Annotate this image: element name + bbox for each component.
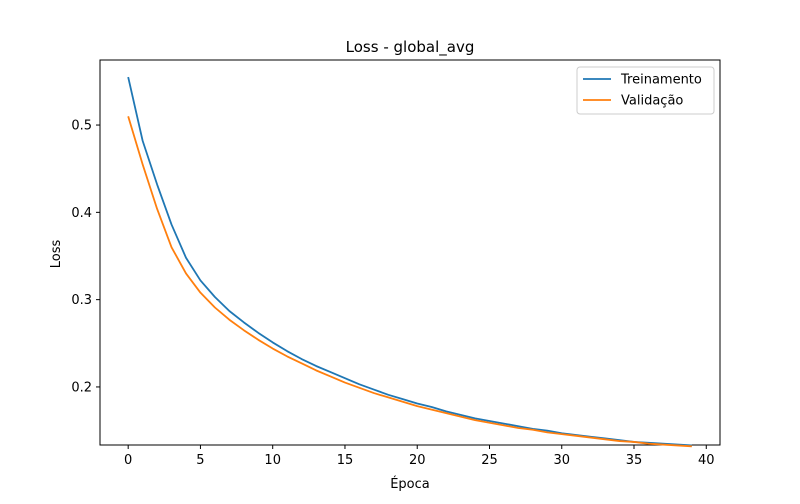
series-line-train: [127, 76, 692, 447]
x-tick-label: 30: [553, 453, 570, 468]
x-tick-label: 10: [264, 453, 281, 468]
x-tick-label: 40: [698, 453, 715, 468]
legend-label: Treinamento: [620, 73, 702, 88]
axes-frame: [99, 59, 721, 446]
plot-area: 0 5 10 15 20 25 30 35 40 0.2 0.3 0.4 0.5: [71, 59, 721, 468]
x-tick-label: 15: [337, 453, 354, 468]
y-tick-label: 0.3: [71, 293, 92, 308]
legend: Treinamento Validação: [576, 66, 715, 115]
y-tick-label: 0.4: [71, 206, 92, 221]
x-axis: 0 5 10 15 20 25 30 35 40: [124, 445, 715, 468]
x-tick-label: 20: [409, 453, 426, 468]
x-tick-label: 5: [196, 453, 204, 468]
y-tick-label: 0.5: [71, 119, 92, 134]
x-tick-label: 35: [626, 453, 643, 468]
x-tick-label: 0: [124, 453, 132, 468]
x-tick-label: 25: [481, 453, 498, 468]
chart-title: Loss - global_avg: [346, 38, 475, 57]
x-axis-label: Época: [390, 476, 430, 492]
series-lines: [127, 76, 692, 448]
y-axis: 0.2 0.3 0.4 0.5: [71, 119, 100, 395]
legend-label: Validação: [621, 94, 683, 109]
y-axis-label: Loss: [49, 240, 64, 269]
y-tick-label: 0.2: [71, 380, 92, 395]
legend-box: [576, 66, 715, 115]
series-line-validation: [127, 116, 692, 448]
